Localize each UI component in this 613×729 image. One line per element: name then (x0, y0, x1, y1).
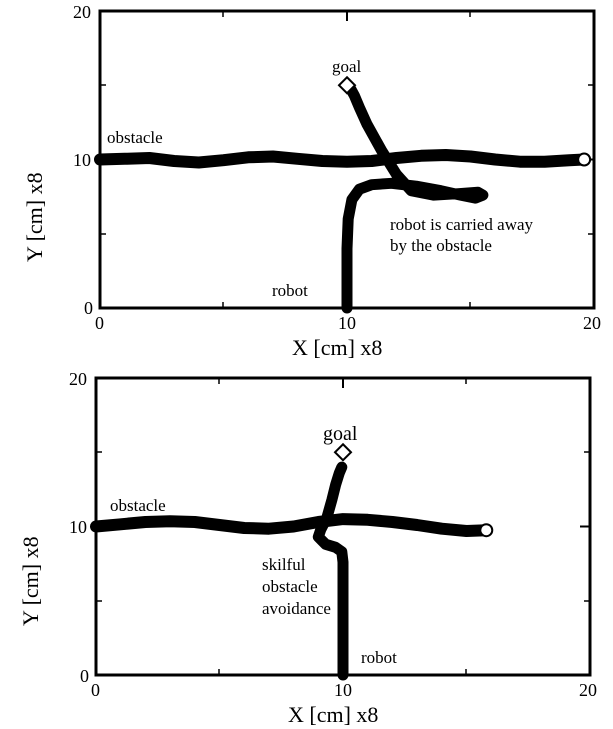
goal-label-top: goal (332, 57, 362, 76)
avoidance-label-line2: obstacle (262, 577, 318, 596)
x-tick-label-top-10: 10 (338, 313, 356, 333)
y-tick-label-top-10: 10 (73, 150, 91, 170)
goal-label-bottom: goal (323, 423, 358, 445)
y-tick-label-bottom-20: 20 (69, 369, 87, 389)
chart-top: 0 10 20 0 10 20 X [cm] x8 Y [cm] x8 goal… (22, 2, 601, 360)
x-axis-label-top: X [cm] x8 (292, 335, 382, 360)
avoidance-label-line3: avoidance (262, 599, 331, 618)
x-tick-label-bottom-10: 10 (334, 680, 352, 700)
x-axis-label-bottom: X [cm] x8 (288, 702, 378, 727)
chart-bottom: 0 10 20 0 10 20 X [cm] x8 Y [cm] x8 goal… (18, 369, 597, 727)
x-tick-label-bottom-20: 20 (579, 680, 597, 700)
robot-label-top: robot (272, 281, 308, 300)
goal-marker-bottom (333, 442, 353, 462)
y-tick-label-bottom-10: 10 (69, 517, 87, 537)
goal-marker-top (337, 75, 357, 95)
obstacle-end-marker-top (577, 152, 592, 167)
y-axis-label-bottom: Y [cm] x8 (18, 536, 43, 626)
y-tick-label-bottom-0: 0 (80, 666, 89, 686)
x-tick-label-top-0: 0 (95, 313, 104, 333)
carried-away-label-line1: robot is carried away (390, 215, 534, 234)
obstacle-line-top (94, 149, 591, 169)
obstacle-label-top: obstacle (107, 128, 163, 147)
obstacle-line-bottom (90, 513, 493, 537)
x-tick-label-top-20: 20 (583, 313, 601, 333)
y-tick-label-top-0: 0 (84, 298, 93, 318)
robot-label-bottom: robot (361, 648, 397, 667)
robot-trajectory-top (341, 81, 489, 314)
obstacle-label-bottom: obstacle (110, 496, 166, 515)
obstacle-end-marker-bottom (479, 523, 494, 538)
x-tick-label-bottom-0: 0 (91, 680, 100, 700)
y-axis-label-top: Y [cm] x8 (22, 172, 47, 262)
robot-trajectory-bottom (312, 461, 349, 681)
avoidance-label-line1: skilful (262, 555, 306, 574)
carried-away-label-line2: by the obstacle (390, 236, 492, 255)
y-tick-label-top-20: 20 (73, 2, 91, 22)
